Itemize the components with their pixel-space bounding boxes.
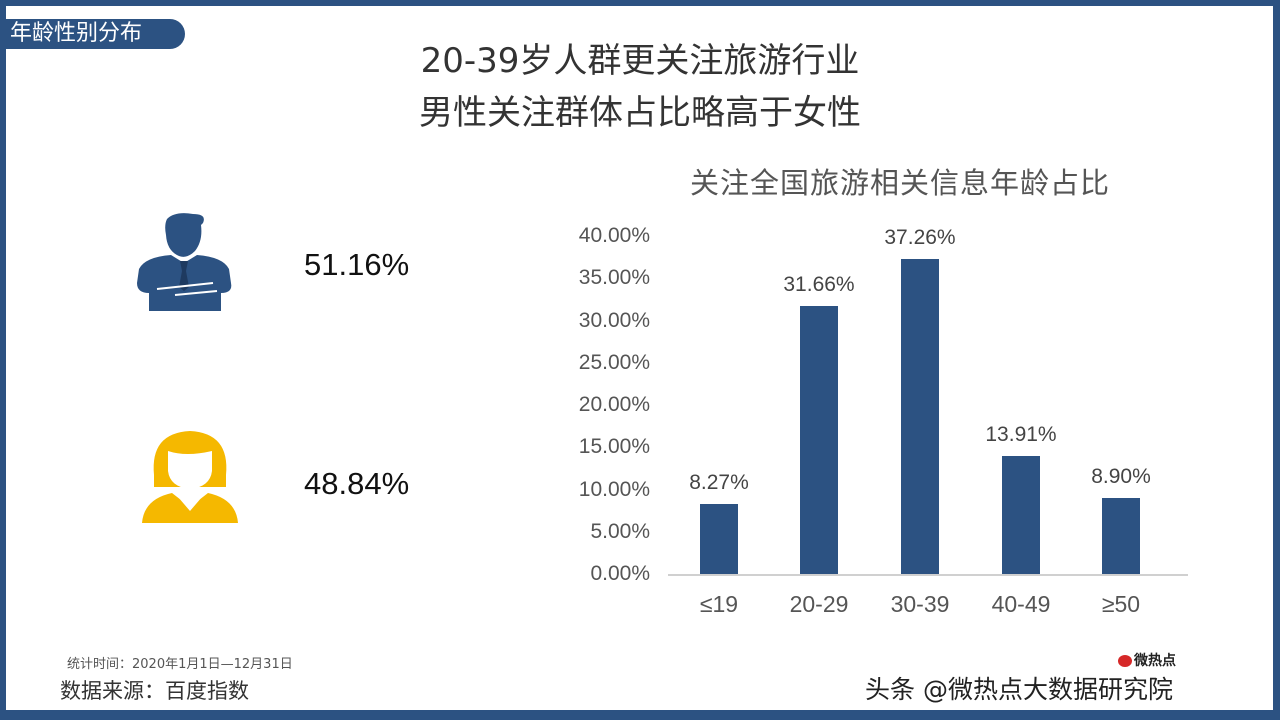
bar-50-plus	[1102, 498, 1140, 574]
y-tick-10: 10.00%	[578, 478, 650, 501]
x-tick-40-49: 40-49	[991, 591, 1051, 617]
y-tick-40: 40.00%	[578, 224, 650, 247]
data-label-50-plus: 8.90%	[1091, 465, 1151, 488]
female-percentage: 48.84%	[304, 466, 410, 501]
y-tick-35: 35.00%	[578, 266, 650, 289]
data-label-30-39: 37.26%	[884, 226, 956, 249]
male-percentage: 51.16%	[304, 247, 410, 282]
chart-title: 关注全国旅游相关信息年龄占比	[690, 166, 1111, 200]
y-tick-25: 25.00%	[578, 351, 650, 374]
male-person-icon	[137, 213, 232, 311]
y-tick-5: 5.00%	[590, 520, 650, 543]
bar-under-19	[700, 504, 738, 574]
weiredian-logo: 微热点	[1118, 650, 1176, 670]
bar-40-49	[1002, 456, 1040, 574]
y-tick-0: 0.00%	[590, 562, 650, 585]
weibo-eye-icon	[1118, 655, 1132, 667]
bar-30-39	[901, 259, 939, 574]
y-tick-30: 30.00%	[578, 309, 650, 332]
bar-20-29	[800, 306, 838, 574]
logo-text: 微热点	[1134, 653, 1176, 669]
x-tick-30-39: 30-39	[890, 591, 950, 617]
section-tag: 年龄性别分布	[0, 19, 185, 49]
y-tick-20: 20.00%	[578, 393, 650, 416]
x-tick-under-19: ≤19	[699, 591, 739, 617]
stat-time-range: 统计时间：2020年1月1日—12月31日	[67, 657, 293, 672]
headline-line-2: 男性关注群体占比略高于女性	[419, 93, 861, 133]
x-tick-50-plus: ≥50	[1101, 591, 1141, 617]
slide	[6, 6, 1273, 710]
data-label-under-19: 8.27%	[689, 471, 749, 494]
x-axis-line	[668, 574, 1188, 576]
x-tick-20-29: 20-29	[789, 591, 849, 617]
watermark: 头条 @微热点大数据研究院	[865, 675, 1173, 704]
headline-line-1: 20-39岁人群更关注旅游行业	[420, 41, 860, 81]
data-source: 数据来源：百度指数	[60, 679, 249, 703]
data-label-20-29: 31.66%	[783, 273, 855, 296]
y-tick-15: 15.00%	[578, 435, 650, 458]
female-person-icon	[142, 431, 238, 523]
data-label-40-49: 13.91%	[985, 423, 1057, 446]
